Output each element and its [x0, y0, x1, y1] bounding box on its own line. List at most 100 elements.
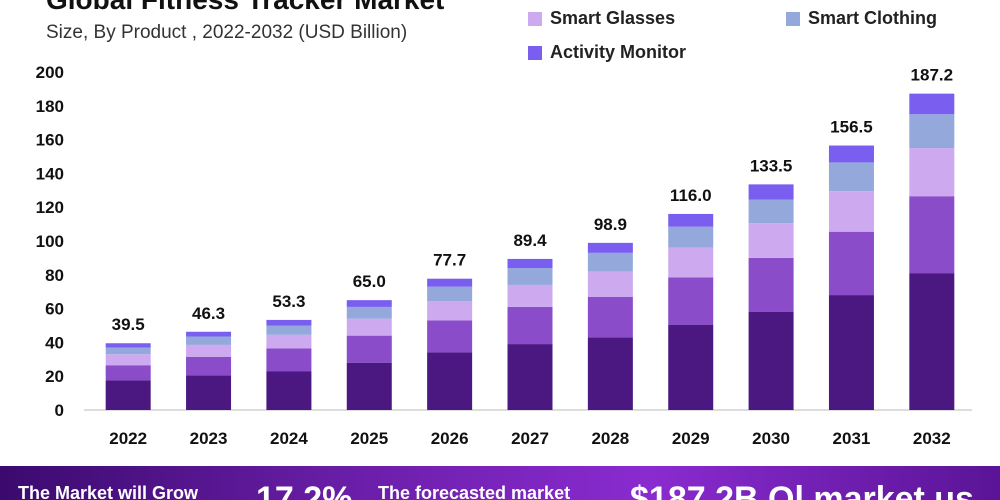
x-tick-label: 2026 [431, 429, 469, 448]
bar-segment-2 [828, 231, 874, 296]
x-tick-label: 2023 [190, 429, 228, 448]
bar-segment-4 [346, 306, 392, 319]
bar-total-label: 89.4 [513, 231, 547, 250]
bar-segment-2 [668, 277, 714, 325]
bar-segment-3 [668, 247, 714, 278]
bar-segment-1 [186, 375, 232, 410]
y-tick-label: 140 [36, 164, 64, 183]
chart-title: Global Fitness Tracker Market [46, 0, 444, 16]
bar-segment-5 [828, 145, 874, 163]
bar-segment-5 [507, 258, 553, 269]
x-tick-label: 2030 [752, 429, 790, 448]
legend-label-smart-clothing: Smart Clothing [808, 8, 937, 28]
legend-swatch-smart-glasses [528, 11, 542, 26]
bar-segment-1 [105, 380, 151, 410]
bar-total-label: 156.5 [830, 118, 873, 137]
bar-segment-5 [587, 242, 633, 253]
bar-segment-1 [748, 311, 794, 410]
bar-total-label: 133.5 [750, 156, 793, 175]
bar-total-label: 98.9 [594, 215, 627, 234]
bar-total-label: 65.0 [353, 272, 386, 291]
bar-segment-3 [748, 223, 794, 258]
bar-segment-5 [186, 331, 232, 337]
x-tick-label: 2029 [672, 429, 710, 448]
chart-subtitle: Size, By Product , 2022-2032 (USD Billio… [46, 22, 408, 43]
bar-segment-3 [828, 191, 874, 232]
bar-segment-2 [427, 320, 473, 353]
bar-segment-4 [748, 199, 794, 224]
bar-segment-1 [828, 295, 874, 410]
bar-segment-2 [346, 335, 392, 363]
bar-segment-1 [507, 344, 553, 410]
y-tick-label: 60 [45, 300, 64, 319]
legend-swatch-smart-clothing [786, 11, 800, 26]
bar-segment-4 [828, 162, 874, 192]
bar-segment-3 [507, 284, 553, 307]
bar-total-label: 187.2 [911, 66, 954, 85]
bar-segment-5 [346, 300, 392, 307]
bar-segment-1 [427, 352, 473, 410]
bar-segment-1 [266, 371, 312, 410]
bar-segment-3 [909, 148, 955, 197]
bar-segment-5 [748, 184, 794, 200]
bar-segment-3 [186, 344, 232, 357]
bar-segment-2 [186, 356, 232, 376]
bar-segment-4 [507, 268, 553, 285]
y-tick-label: 40 [45, 333, 64, 352]
x-tick-label: 2024 [270, 429, 308, 448]
x-tick-label: 2028 [591, 429, 629, 448]
legend-label-smart-glasses: Smart Glasses [550, 8, 676, 28]
banner-cagr: 17.2% [256, 480, 353, 500]
y-tick-label: 100 [36, 232, 64, 251]
bar-segment-2 [909, 196, 955, 274]
bar-segment-1 [909, 273, 955, 410]
y-tick-label: 20 [45, 367, 64, 386]
bar-segment-3 [346, 318, 392, 336]
bar-segment-5 [427, 278, 473, 287]
legend-item-smart-clothing: Smart Clothing [786, 8, 937, 29]
bar-segment-2 [105, 365, 151, 381]
bar-total-label: 39.5 [112, 315, 145, 334]
banner-text-forecast: The forecasted market [378, 483, 571, 500]
y-tick-label: 80 [45, 266, 64, 285]
bar-segment-4 [668, 226, 714, 248]
x-tick-label: 2027 [511, 429, 549, 448]
bar-total-label: 116.0 [670, 186, 712, 205]
bar-segment-3 [587, 271, 633, 297]
bar-segment-1 [587, 337, 633, 410]
bar-segment-5 [105, 343, 151, 348]
bar-segment-4 [186, 336, 232, 345]
banner-text-grow: The Market will Grow [18, 483, 199, 500]
bar-segment-2 [587, 296, 633, 338]
bar-segment-4 [427, 286, 473, 301]
bar-total-label: 46.3 [192, 304, 225, 323]
bar-segment-3 [266, 334, 312, 349]
x-tick-label: 2022 [109, 429, 147, 448]
bar-segment-4 [909, 114, 955, 149]
y-tick-label: 180 [36, 97, 64, 116]
legend-item-smart-glasses: Smart Glasses [528, 8, 675, 29]
bar-segment-4 [587, 252, 633, 272]
bar-segment-5 [909, 93, 955, 115]
bar-segment-4 [266, 325, 312, 335]
x-tick-label: 2032 [913, 429, 951, 448]
bar-segment-2 [748, 257, 794, 312]
bar-total-label: 77.7 [433, 251, 466, 270]
bar-segment-2 [266, 348, 312, 372]
bar-total-label: 53.3 [272, 292, 305, 311]
stacked-bar-chart: 0 20 40 60 80 100 120 140 160 180 200 39.5 2022 46.3 2… [36, 63, 972, 448]
bar-segment-1 [346, 362, 392, 410]
bar-segment-4 [105, 347, 151, 355]
bar-segment-5 [266, 319, 312, 326]
legend-swatch-activity-monitor [528, 45, 542, 60]
bar-segment-5 [668, 213, 714, 227]
bar-segment-2 [507, 306, 553, 345]
x-tick-label: 2031 [833, 429, 871, 448]
footer-banner: The Market will Grow 17.2% The forecaste… [0, 466, 1000, 500]
y-tick-label: 0 [55, 401, 64, 420]
legend-label-activity-monitor: Activity Monitor [550, 42, 687, 62]
bar-segment-3 [105, 354, 151, 366]
y-tick-label: 200 [36, 63, 64, 82]
y-tick-label: 160 [36, 131, 64, 150]
x-tick-label: 2025 [350, 429, 388, 448]
